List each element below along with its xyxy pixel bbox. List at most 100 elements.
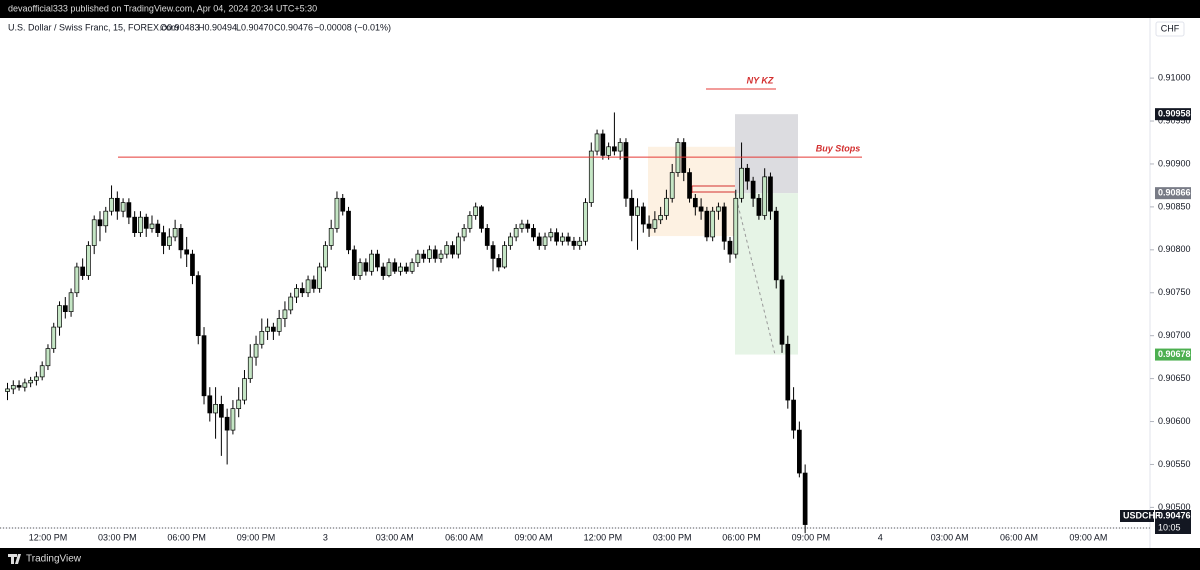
candle-body (421, 253, 427, 259)
candle-body (62, 305, 68, 312)
candle-body (635, 206, 640, 216)
candle-body (39, 365, 45, 378)
candle-body (259, 331, 265, 345)
candle-body (415, 253, 421, 264)
x-tick-label: 06:00 AM (445, 532, 483, 542)
y-tick-label: 0.90700 (1158, 330, 1191, 340)
candle-body (779, 279, 785, 345)
candle-body (351, 249, 357, 276)
candle-body (97, 219, 103, 227)
y-tick-label: 0.90950 (1158, 115, 1191, 125)
candle-body (323, 245, 328, 268)
footer-bar (0, 548, 1200, 570)
candle-body (328, 228, 334, 246)
symbol-title: U.S. Dollar / Swiss Franc, 15, FOREX.com (8, 22, 179, 32)
candle-body (744, 167, 750, 182)
candle-body (236, 399, 242, 410)
candle-body (375, 253, 380, 268)
price-label: 0.90476 (1158, 510, 1191, 520)
candle-body (380, 266, 386, 276)
candle-body (606, 146, 611, 156)
candle-body (664, 197, 669, 216)
candle-body (588, 150, 594, 203)
candle-body (149, 223, 155, 229)
candle-body (114, 197, 120, 212)
candle-body (687, 172, 692, 199)
candle-body (409, 262, 415, 272)
candle-body (577, 240, 583, 246)
candle-body (560, 236, 565, 242)
candle-body (74, 266, 80, 294)
candle-body (68, 292, 74, 312)
candle-body (91, 219, 97, 246)
candle-body (721, 206, 727, 242)
candle-body (583, 202, 588, 242)
candle-body (450, 245, 455, 255)
symbol-label: USDCHF (1123, 510, 1161, 520)
candle-body (739, 167, 744, 199)
y-tick-label: 0.90600 (1158, 416, 1191, 426)
candle-body (594, 133, 600, 152)
candle-body (334, 197, 340, 229)
candle-body (253, 343, 259, 358)
x-tick-label: 3 (323, 532, 328, 542)
ny-kz-label: NY KZ (747, 75, 774, 85)
x-tick-label: 12:00 PM (584, 532, 623, 542)
candle-body (86, 245, 91, 276)
price-label-box (1155, 510, 1191, 534)
x-tick-label: 09:00 AM (1069, 532, 1107, 542)
candle-body (669, 172, 675, 199)
x-tick-label: 06:00 PM (167, 532, 206, 542)
candle-body (34, 376, 39, 381)
candle-body (265, 326, 270, 332)
candle-body (432, 249, 438, 259)
candle-body (317, 266, 322, 289)
candle-body (276, 318, 282, 332)
ohlc-value: H0.90494 (198, 22, 237, 32)
candle-body (525, 223, 531, 229)
candle-body (305, 279, 311, 294)
candle-body (565, 236, 571, 242)
price-label: 0.90678 (1158, 349, 1191, 359)
x-tick-label: 06:00 AM (1000, 532, 1038, 542)
candle-body (28, 379, 33, 384)
candle-body (230, 408, 236, 431)
x-tick-label: 09:00 AM (514, 532, 552, 542)
candle-body (224, 416, 230, 431)
candle-body (120, 202, 126, 212)
candle-body (791, 399, 796, 431)
candle-body (692, 197, 698, 208)
candle-body (219, 404, 224, 418)
candle-body (797, 429, 802, 474)
candle-body (467, 215, 473, 229)
ohlc-value: C0.90476 (274, 22, 313, 32)
candle-body (536, 236, 542, 246)
candle-body (484, 228, 490, 246)
x-tick-label: 03:00 AM (376, 532, 414, 542)
ohlc-value: L0.90470 (236, 22, 274, 32)
candle-body (704, 210, 710, 238)
candle-body (727, 240, 733, 255)
projection (734, 193, 776, 355)
candle-body (750, 180, 756, 199)
price-label: 0.90958 (1158, 109, 1191, 119)
candle-body (473, 206, 479, 216)
y-tick-label: 0.90750 (1158, 287, 1191, 297)
candle-body (710, 210, 716, 238)
candle-body (658, 215, 663, 221)
candle-body (733, 197, 739, 255)
candle-body (392, 262, 398, 272)
candle-body (571, 240, 577, 246)
candle-body (617, 142, 623, 152)
candle-body (427, 249, 432, 259)
candle-body (490, 245, 496, 259)
candle-body (340, 197, 346, 212)
x-tick-label: 03:00 AM (931, 532, 969, 542)
candle-body (294, 288, 299, 298)
candle-body (126, 202, 132, 218)
y-tick-label: 0.90550 (1158, 459, 1191, 469)
x-tick-label: 03:00 PM (98, 532, 137, 542)
buy-stops-label: Buy Stops (816, 143, 861, 153)
candle-body (785, 343, 791, 401)
candle-body (554, 232, 559, 242)
